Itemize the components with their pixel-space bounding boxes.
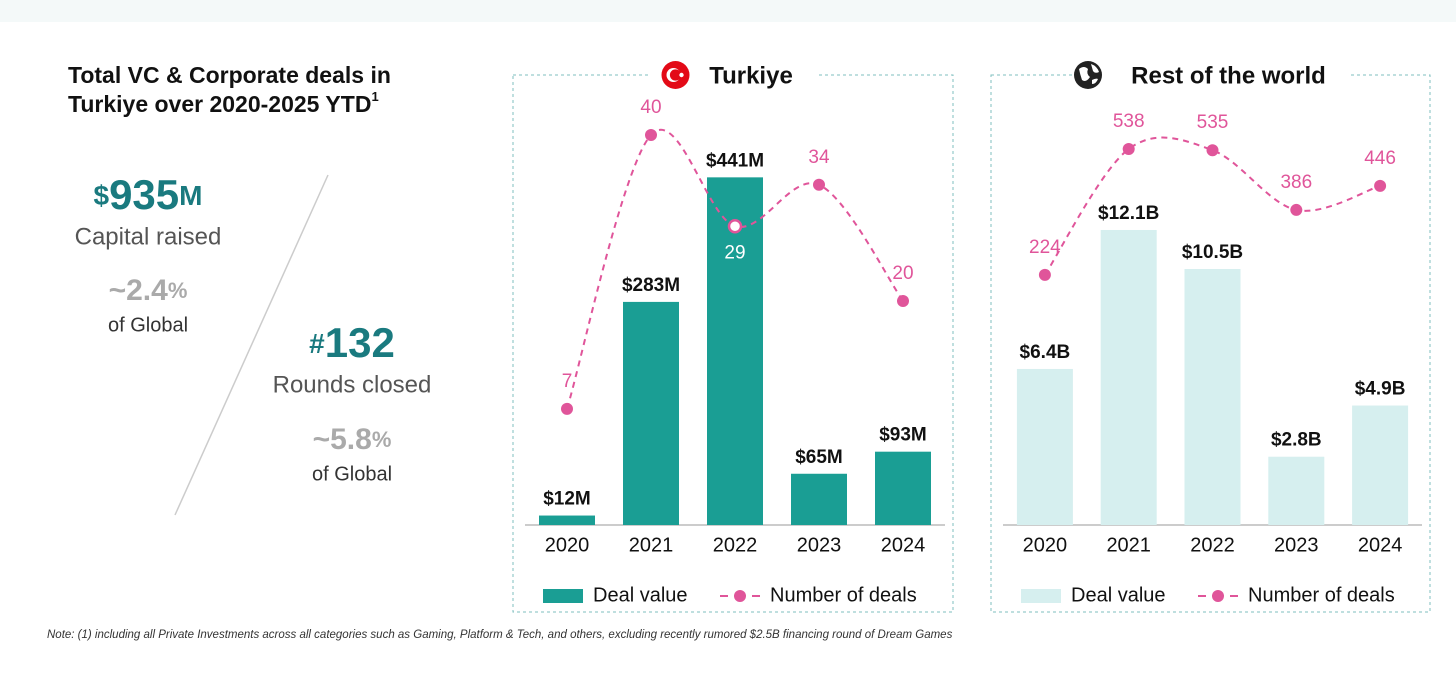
point [1374,179,1387,192]
x-tick-label: 2020 [1023,534,1068,556]
bar-label: $283M [622,275,680,296]
stat-suffix: M [179,180,202,211]
share-label: of Global [312,463,392,485]
point-label: 40 [640,97,661,118]
point [813,178,825,191]
x-tick-label: 2021 [629,534,674,556]
bar [791,473,847,525]
panel-frame [990,74,1431,613]
x-tick-label: 2022 [1190,534,1235,556]
point [1038,268,1051,281]
bar [539,515,595,525]
line [566,129,904,410]
point-label: 446 [1364,148,1396,169]
share-unit: % [168,278,188,303]
stat-value: $935M [94,171,203,218]
title-text: Turkiye over 2020-2025 YTD [68,91,371,117]
x-tick-label: 2023 [797,534,842,556]
share-value: ~5.8 [313,423,372,456]
stat-label: Capital raised [75,223,222,250]
globe-land [1079,64,1099,84]
note: Note: (1) including all Private Investme… [47,629,953,641]
x-tick-label: 2020 [545,534,590,556]
x-tick-label: 2024 [881,534,926,556]
bar-label: $6.4B [1020,342,1071,363]
x-tick-label: 2022 [713,534,758,556]
point [561,402,573,415]
point-label: 224 [1029,237,1061,258]
share-unit: % [372,427,392,452]
point-label: 535 [1197,112,1229,133]
stat-prefix: $ [94,180,110,211]
flag-star [679,72,684,78]
x-tick-label: 2023 [1274,534,1319,556]
bar-label: $441M [706,150,764,171]
legend-dot [1212,590,1224,602]
stat-label: Rounds closed [273,371,432,398]
stat-number: 132 [325,319,395,366]
point [645,128,657,141]
divider [174,174,329,516]
bar [875,451,931,525]
point [1122,143,1135,156]
x-tick-label: 2021 [1106,534,1151,556]
bar [1016,368,1073,525]
bar [1352,405,1409,525]
title-line: Turkiye over 2020-2025 YTD1 [68,89,379,117]
point [897,294,909,307]
stat-prefix: # [309,328,325,359]
bar-label: $93M [879,425,927,446]
bar-label: $65M [795,447,843,468]
point-label: 29 [724,242,745,263]
bar-label: $4.9B [1355,379,1406,400]
legend-label: Number of deals [1248,584,1395,606]
share-label: of Global [108,314,188,336]
bar [707,177,763,525]
legend-label: Deal value [1071,584,1166,606]
title-line: Total VC & Corporate deals in [68,62,391,88]
legend-label: Deal value [593,584,688,606]
point [1290,203,1303,216]
top-strip [0,0,1456,22]
legend-swatch [1021,589,1061,603]
bar [1268,456,1325,525]
chart-title: Turkiye [709,62,793,89]
bar-label: $10.5B [1182,242,1243,263]
bar-label: $2.8B [1271,430,1322,451]
point-label: 34 [808,147,830,168]
bar-label: $12.1B [1098,203,1159,224]
point [727,219,743,234]
point [1206,144,1219,157]
point-label: 7 [562,371,573,392]
stat-share: ~2.4% [109,274,188,307]
x-tick-label: 2024 [1358,534,1403,556]
bar [623,301,679,525]
bar [1100,229,1157,525]
panel-frame [512,74,954,613]
legend-dot [734,590,746,602]
stat-value: #132 [309,319,395,366]
legend-swatch [543,589,583,603]
point-label: 386 [1280,172,1312,193]
charts: Turkiye$12M$283M$441M$65M$93M74029342020… [512,60,1431,613]
line [1044,136,1381,276]
flag-crescent-cut [669,69,682,81]
title-bg [1072,60,1349,90]
stat-share: ~5.8% [313,423,392,456]
footnote-mark: 1 [371,89,378,104]
stat-number: 935 [109,171,179,218]
share-value: ~2.4 [109,274,169,307]
point-label: 538 [1113,111,1145,132]
bar-label: $12M [543,489,591,510]
point-label: 20 [892,263,913,284]
legend-label: Number of deals [770,584,917,606]
chart-title: Rest of the world [1131,62,1326,89]
bar [1184,268,1241,525]
